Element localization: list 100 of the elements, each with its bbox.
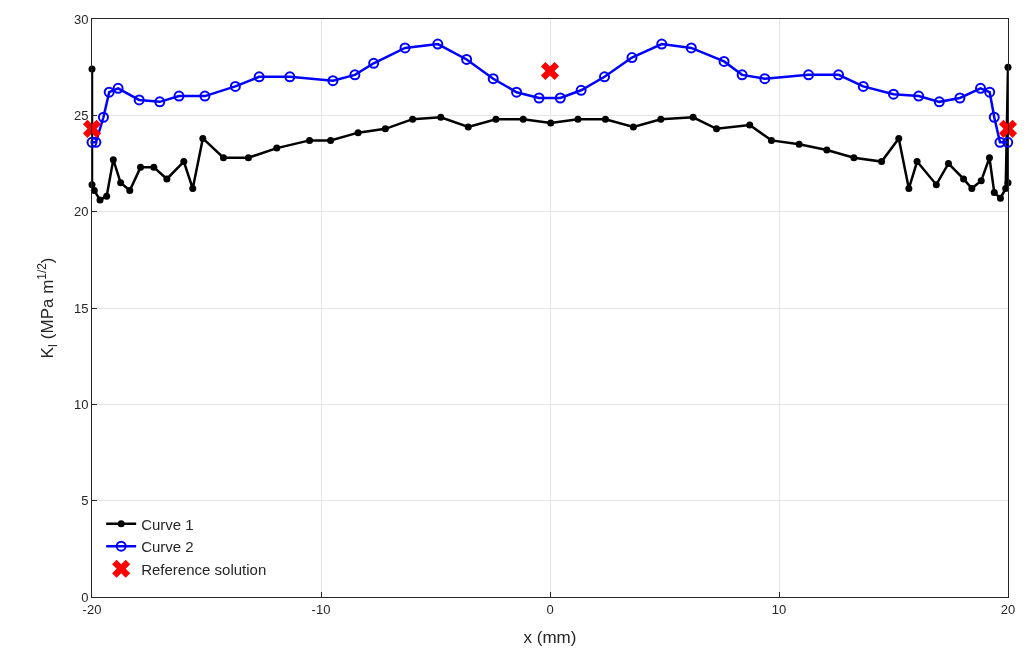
point	[547, 119, 555, 127]
point	[933, 96, 945, 108]
point	[878, 158, 886, 166]
y-tick-label: 5	[81, 493, 89, 509]
y-tick-label: 30	[73, 11, 89, 27]
point	[689, 113, 697, 121]
point	[888, 88, 899, 100]
point	[82, 119, 102, 138]
point	[97, 111, 109, 123]
point	[857, 80, 869, 92]
point	[718, 55, 730, 67]
x-tick-label: 0	[546, 601, 554, 617]
point	[954, 92, 966, 104]
point	[284, 71, 296, 83]
point	[150, 163, 158, 171]
point	[795, 140, 803, 148]
point	[229, 80, 241, 92]
point	[163, 175, 171, 183]
point	[626, 52, 638, 64]
point	[461, 53, 473, 65]
point	[554, 92, 566, 104]
point	[90, 136, 102, 148]
point	[984, 86, 996, 98]
x-tick-label: 20	[1000, 601, 1016, 617]
legend-label: Curve 1	[141, 515, 194, 533]
x-tick-label: 10	[771, 601, 787, 617]
point	[368, 57, 380, 69]
point	[464, 123, 472, 131]
point	[601, 115, 609, 123]
point	[657, 115, 665, 123]
point	[574, 115, 582, 123]
point	[685, 42, 697, 54]
point	[96, 196, 104, 204]
point	[126, 186, 134, 194]
y-tick-label: 10	[73, 396, 89, 412]
point	[103, 192, 111, 200]
point	[137, 163, 145, 171]
point	[117, 179, 125, 187]
point	[944, 160, 952, 167]
point	[767, 136, 775, 144]
point	[381, 125, 389, 133]
point	[736, 69, 748, 81]
point	[173, 90, 185, 102]
point	[759, 73, 771, 85]
point	[833, 69, 845, 81]
point	[354, 129, 362, 137]
point	[996, 194, 1004, 202]
y-tick-label: 15	[73, 300, 89, 316]
point	[327, 136, 335, 144]
point	[960, 175, 968, 183]
point	[1002, 136, 1014, 148]
point	[988, 111, 1000, 123]
point	[629, 123, 637, 131]
point	[712, 125, 720, 133]
point	[154, 96, 166, 108]
point	[656, 38, 668, 50]
point	[932, 181, 940, 189]
point	[244, 154, 252, 162]
y-tick-label: 25	[73, 107, 89, 123]
point	[599, 71, 610, 83]
x-axis-title: x (mm)	[523, 628, 577, 647]
point	[913, 90, 925, 102]
point	[306, 136, 314, 144]
x-tick-label: -10	[311, 601, 331, 617]
point	[112, 82, 124, 94]
legend-label: Curve 2	[141, 538, 194, 556]
point	[399, 42, 411, 54]
point	[850, 154, 858, 162]
point	[895, 134, 903, 142]
point	[519, 115, 527, 123]
point	[253, 71, 265, 83]
point	[990, 188, 998, 196]
point	[189, 185, 197, 193]
point	[437, 113, 445, 121]
point	[492, 115, 500, 123]
point	[968, 185, 976, 193]
point	[511, 86, 523, 98]
point	[803, 69, 815, 81]
point	[913, 158, 921, 166]
point	[575, 84, 587, 96]
point	[746, 121, 754, 129]
point	[327, 75, 339, 87]
point	[180, 158, 188, 166]
point	[823, 146, 831, 154]
point	[905, 185, 913, 193]
point	[199, 90, 211, 102]
point	[998, 119, 1018, 138]
point	[133, 94, 145, 106]
point	[219, 154, 227, 162]
point	[349, 69, 361, 81]
point	[994, 136, 1006, 148]
point	[90, 186, 98, 194]
point	[977, 177, 985, 185]
point	[103, 86, 115, 98]
point	[86, 136, 98, 148]
point	[409, 115, 417, 123]
point	[487, 73, 499, 85]
point	[540, 61, 560, 81]
point	[985, 154, 993, 162]
point	[109, 156, 117, 164]
